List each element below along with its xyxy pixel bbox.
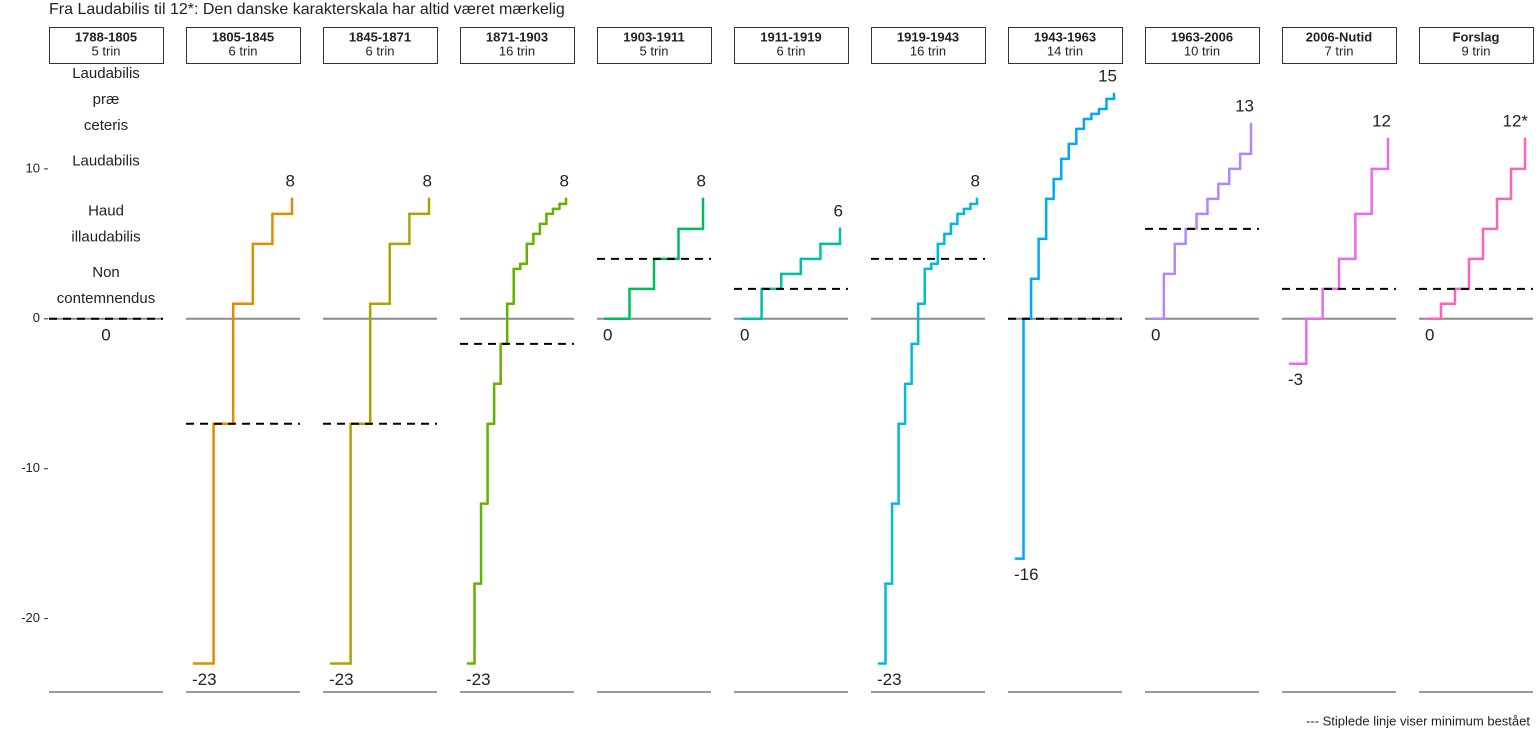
panel-header bbox=[323, 27, 438, 64]
max-label: 8 bbox=[286, 171, 295, 190]
y-tick-label: 10 bbox=[26, 160, 40, 175]
grade-label: illaudabilis bbox=[71, 228, 140, 245]
min-label: -23 bbox=[329, 670, 354, 689]
min-label: -3 bbox=[1288, 370, 1303, 389]
panel-header bbox=[1008, 27, 1123, 64]
panel-period: 1943-1963 bbox=[1034, 29, 1096, 44]
grade-label: Non bbox=[92, 264, 120, 281]
panel-header bbox=[460, 27, 575, 64]
panel-steps: 16 trin bbox=[910, 43, 946, 58]
panel-period: 1903-1911 bbox=[623, 29, 684, 44]
panel-steps: 7 trin bbox=[1325, 43, 1354, 58]
max-label: 6 bbox=[834, 201, 843, 220]
grade-label: Laudabilis bbox=[72, 152, 140, 169]
panel-steps: 5 trin bbox=[92, 43, 121, 58]
panel-steps: 9 trin bbox=[1462, 43, 1491, 58]
panel-steps: 6 trin bbox=[229, 43, 258, 58]
panel-period: 1919-1943 bbox=[897, 29, 959, 44]
max-label: 8 bbox=[971, 171, 980, 190]
min-label: -23 bbox=[466, 670, 491, 689]
max-label: 12 bbox=[1372, 111, 1391, 130]
panel-period: 1871-1903 bbox=[486, 29, 548, 44]
panel-period: 1845-1871 bbox=[349, 29, 411, 44]
panel-header bbox=[1282, 27, 1397, 64]
panel-steps: 14 trin bbox=[1047, 43, 1083, 58]
max-label: 8 bbox=[697, 171, 706, 190]
grade-label: præ bbox=[93, 91, 120, 108]
panel-header bbox=[597, 27, 712, 64]
panel-header bbox=[871, 27, 986, 64]
panel-steps: 6 trin bbox=[366, 43, 395, 58]
grade-label: Haud bbox=[88, 202, 124, 219]
panel-period: 1788-1805 bbox=[75, 29, 137, 44]
panel-header bbox=[1145, 27, 1260, 64]
min-label: -23 bbox=[192, 670, 217, 689]
max-label: 12* bbox=[1502, 111, 1528, 130]
max-label: 15 bbox=[1098, 66, 1117, 85]
panel-header bbox=[49, 27, 164, 64]
panel-header bbox=[734, 27, 849, 64]
chart-title: Fra Laudabilis til 12*: Den danske karak… bbox=[49, 1, 565, 18]
panel-header bbox=[1419, 27, 1534, 64]
panel-period: 1963-2006 bbox=[1171, 29, 1233, 44]
panel-header bbox=[186, 27, 301, 64]
panel-period: 2006-Nutid bbox=[1306, 29, 1373, 44]
grade-label: contemnendus bbox=[57, 290, 155, 307]
y-tick-label: -10 bbox=[21, 460, 40, 475]
max-label: 8 bbox=[423, 171, 432, 190]
panel-period: 1805-1845 bbox=[212, 29, 274, 44]
min-label: 0 bbox=[1151, 325, 1160, 344]
grade-label: Laudabilis bbox=[72, 65, 140, 82]
min-label: 0 bbox=[101, 325, 110, 344]
min-label: 0 bbox=[603, 325, 612, 344]
max-label: 8 bbox=[560, 171, 569, 190]
caption: --- Stiplede linje viser minimum bestået bbox=[1306, 713, 1530, 728]
min-label: -23 bbox=[877, 670, 902, 689]
min-label: 0 bbox=[740, 325, 749, 344]
y-tick-label: 0 bbox=[33, 310, 40, 325]
min-label: 0 bbox=[1425, 325, 1434, 344]
panel-steps: 5 trin bbox=[640, 43, 669, 58]
grade-label: ceteris bbox=[84, 117, 128, 134]
panel-period: 1911-1919 bbox=[760, 29, 821, 44]
panel-steps: 6 trin bbox=[777, 43, 806, 58]
panel-period: Forslag bbox=[1453, 29, 1500, 44]
max-label: 13 bbox=[1235, 96, 1254, 115]
panel-steps: 10 trin bbox=[1184, 43, 1220, 58]
panel-steps: 16 trin bbox=[499, 43, 535, 58]
min-label: -16 bbox=[1014, 565, 1039, 584]
y-tick-label: -20 bbox=[21, 610, 40, 625]
